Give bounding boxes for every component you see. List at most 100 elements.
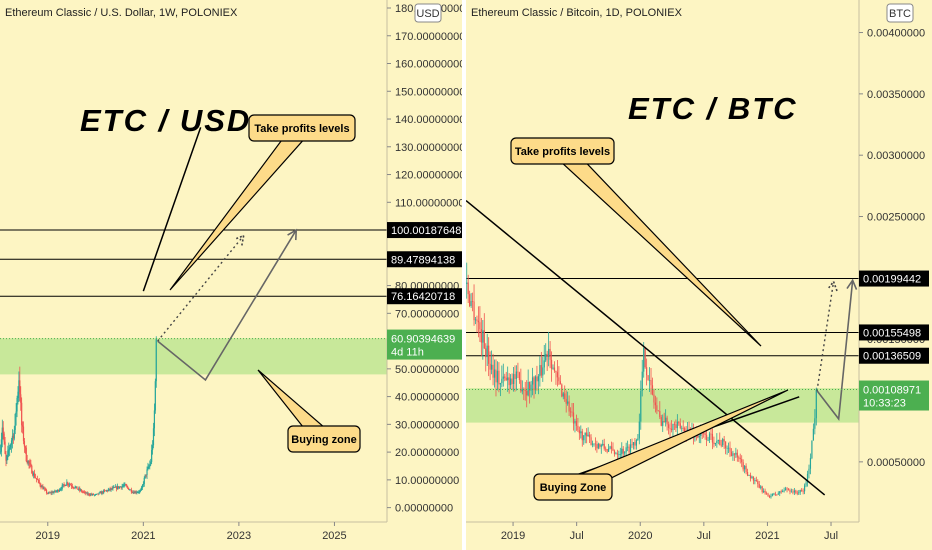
candle-body — [141, 485, 144, 488]
candle-body — [28, 460, 30, 464]
candle-body — [713, 442, 715, 445]
candle-body — [777, 493, 779, 495]
candle-body — [739, 457, 741, 460]
candle-body — [44, 488, 46, 490]
candle-body — [38, 480, 40, 483]
currency-badge-text: USD — [416, 8, 439, 20]
candle-body — [751, 476, 753, 479]
projection-path-solid — [816, 280, 854, 422]
etc-usd-chart[interactable]: 0.00000000 10.00000000 20.00000000 30.00000… — [0, 0, 462, 550]
candle-body — [2, 427, 4, 434]
candle-body — [50, 492, 52, 494]
candle-body — [66, 482, 68, 486]
candle-body — [27, 460, 29, 464]
y-tick-label: 0.00050000 — [867, 457, 925, 469]
candle-body — [615, 453, 617, 455]
candle-body — [665, 417, 667, 423]
candle-body — [578, 430, 580, 434]
candle-body — [723, 439, 725, 442]
candle-body — [650, 380, 652, 386]
projection-dotted-arrow-head — [826, 279, 838, 292]
candle-body — [7, 450, 9, 456]
candle-body — [36, 478, 38, 480]
candle-body — [676, 421, 678, 429]
candle-body — [529, 382, 531, 391]
candle-body — [80, 489, 82, 491]
candle-body — [654, 402, 657, 406]
candle-body — [684, 428, 686, 435]
candle-body — [811, 440, 813, 459]
y-tick-label: 50.00000000 — [395, 364, 459, 376]
candle-body — [51, 492, 53, 494]
candle-body — [16, 398, 18, 412]
current-price-tag — [859, 380, 929, 411]
candle-body — [679, 423, 681, 429]
candle-body — [710, 433, 712, 435]
candle-body — [774, 493, 776, 495]
candle-body — [37, 479, 39, 481]
candle-body — [136, 492, 138, 494]
candle-body — [798, 492, 800, 494]
candle-body — [587, 434, 589, 437]
etc-btc-chart-panel[interactable]: 0.000500000.001000000.001500000.00200000… — [466, 0, 932, 550]
candle-body — [746, 472, 749, 476]
candle-body — [622, 448, 624, 454]
candle-body — [641, 371, 643, 391]
candle-body — [92, 493, 95, 495]
etc-btc-chart[interactable]: 0.000500000.001000000.001500000.00200000… — [466, 0, 932, 550]
y-tick-label: 70.00000000 — [395, 308, 459, 320]
panel-divider[interactable] — [462, 0, 466, 550]
candle-body — [707, 439, 709, 441]
candle-body — [100, 492, 102, 494]
candle-body — [545, 353, 547, 361]
candle-body — [12, 435, 14, 439]
candle-body — [493, 369, 496, 378]
candle-body — [714, 443, 716, 445]
candle-body — [150, 461, 152, 465]
candle-body — [521, 389, 523, 392]
candle-body — [527, 382, 529, 396]
candle-body — [123, 485, 125, 486]
big-title: ETC / USD — [80, 103, 251, 138]
candle-body — [124, 484, 126, 486]
candle-body — [127, 487, 130, 490]
candle-body — [812, 428, 814, 441]
candle-body — [32, 473, 34, 476]
candle-body — [770, 495, 772, 498]
candle-body — [530, 384, 532, 391]
candle-body — [727, 447, 730, 449]
candle-body — [543, 360, 545, 368]
candle-body — [98, 492, 100, 495]
candle-body — [145, 474, 147, 476]
candle-body — [647, 375, 649, 381]
candle-body — [21, 402, 23, 426]
candle-body — [711, 433, 714, 443]
y-tick-label: 40.00000000 — [395, 392, 459, 404]
candle-body — [52, 492, 54, 493]
candle-body — [14, 413, 16, 430]
x-tick-label: Jul — [570, 530, 584, 542]
candle-body — [517, 371, 519, 373]
candle-body — [120, 486, 122, 488]
candle-body — [473, 301, 475, 321]
candle-body — [682, 427, 684, 429]
candle-body — [21, 425, 24, 427]
candle-body — [11, 435, 14, 441]
candle-body — [40, 485, 42, 488]
candle-body — [648, 380, 651, 381]
candle-body — [80, 489, 83, 492]
candle-body — [135, 491, 137, 493]
chart-header: Ethereum Classic / Bitcoin, 1D, POLONIEX — [471, 7, 683, 19]
candle-body — [619, 454, 621, 456]
candle-body — [644, 348, 646, 368]
candle-body — [782, 491, 784, 493]
candle-body — [738, 457, 740, 459]
etc-usd-chart-panel[interactable]: 0.00000000 10.00000000 20.00000000 30.00000… — [0, 0, 462, 550]
current-price-text: 60.90394639 — [391, 334, 455, 346]
candle-body — [69, 484, 72, 486]
candle-body — [81, 491, 84, 493]
candle-body — [93, 494, 96, 496]
candle-body — [505, 377, 507, 381]
candle-body — [102, 491, 104, 493]
candle-body — [792, 491, 794, 493]
